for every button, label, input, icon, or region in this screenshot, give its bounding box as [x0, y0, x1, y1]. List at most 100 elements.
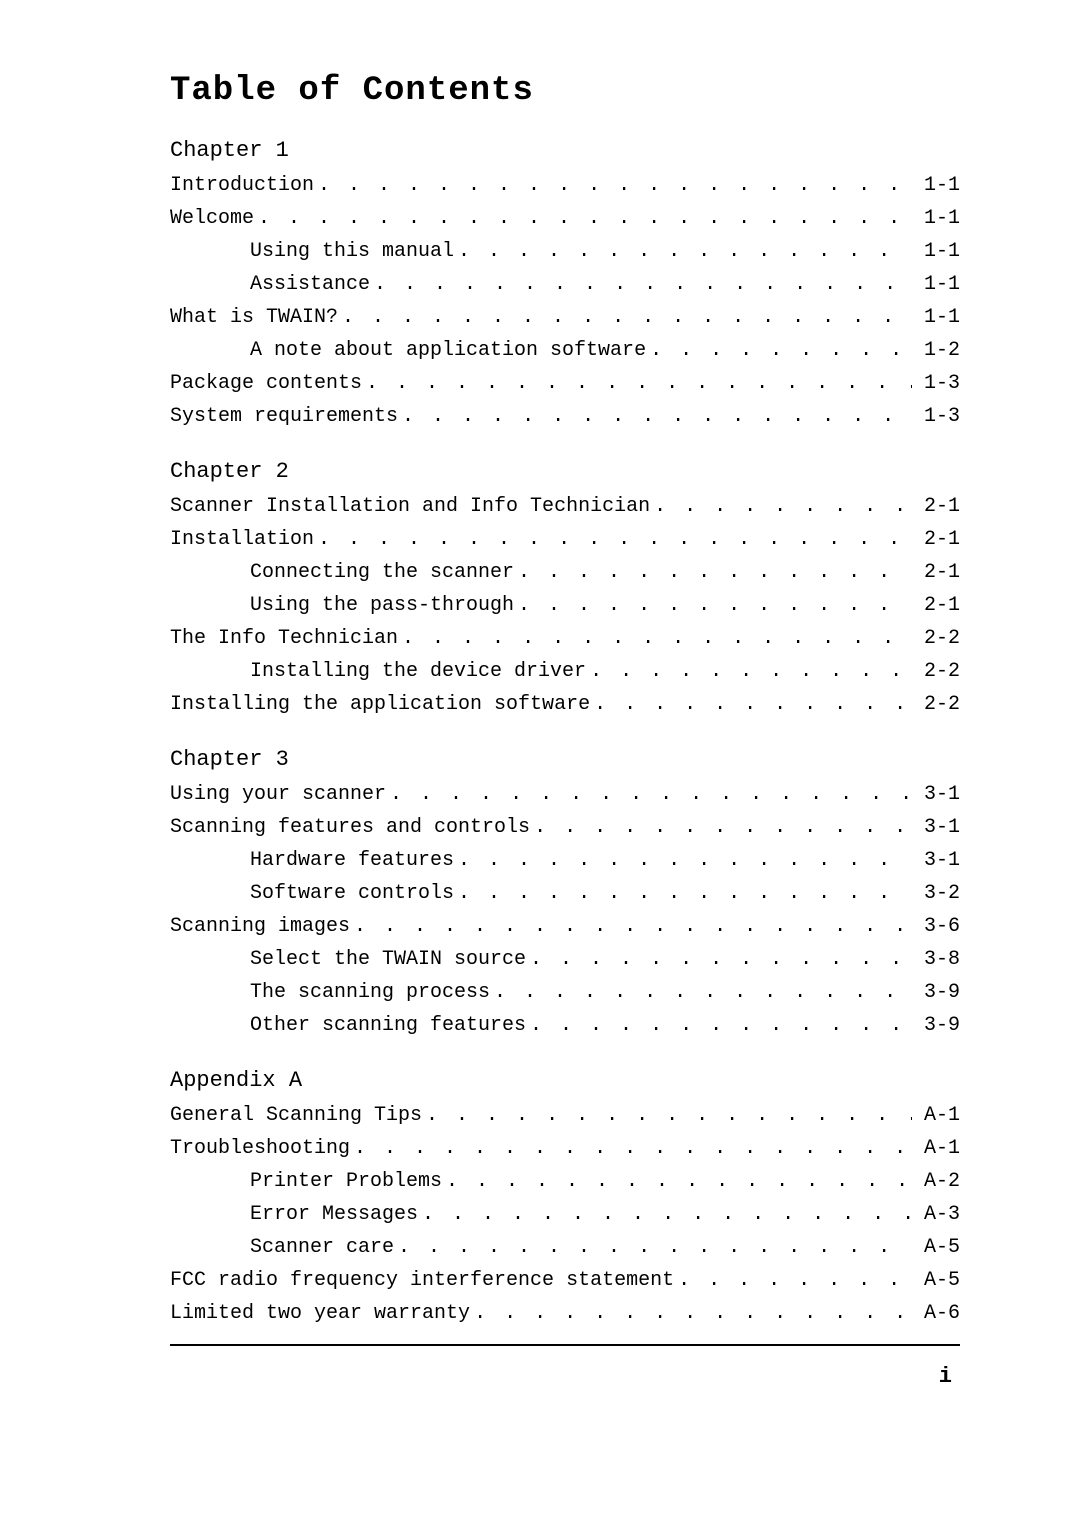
- toc-entry: Introduction 1-1: [170, 169, 960, 202]
- toc-entry-page: 3-1: [912, 844, 960, 877]
- toc-leader-dots: [454, 844, 912, 877]
- toc-entry-page: A-6: [912, 1297, 960, 1330]
- footer-page-number: i: [170, 1364, 960, 1389]
- toc-leader-dots: [470, 1297, 912, 1330]
- toc-entry-label: Software controls: [250, 877, 454, 910]
- toc-entry-label: Other scanning features: [250, 1009, 526, 1042]
- toc-entry: Welcome 1-1: [170, 202, 960, 235]
- toc-entry-page: 1-1: [912, 301, 960, 334]
- toc-entry-page: 2-1: [912, 556, 960, 589]
- toc-entry-label: Installing the application software: [170, 688, 590, 721]
- toc-leader-dots: [514, 589, 912, 622]
- toc-entry-label: What is TWAIN?: [170, 301, 338, 334]
- toc-leader-dots: [514, 556, 912, 589]
- toc-leader-dots: [338, 301, 912, 334]
- toc-leader-dots: [674, 1264, 912, 1297]
- toc-leader-dots: [590, 688, 912, 721]
- toc-entry-page: 2-2: [912, 655, 960, 688]
- toc-leader-dots: [490, 976, 912, 1009]
- toc-entry-page: 1-1: [912, 169, 960, 202]
- toc-entry-label: System requirements: [170, 400, 398, 433]
- toc-entry-page: 3-2: [912, 877, 960, 910]
- toc-entry-label: Troubleshooting: [170, 1132, 350, 1165]
- toc-entry-page: 1-3: [912, 367, 960, 400]
- toc-entry-page: A-5: [912, 1231, 960, 1264]
- toc-entry-page: 3-9: [912, 976, 960, 1009]
- page-title: Table of Contents: [170, 72, 960, 110]
- toc-entry-label: Introduction: [170, 169, 314, 202]
- toc-entry-label: Welcome: [170, 202, 254, 235]
- chapter-heading: Chapter 1: [170, 138, 960, 163]
- toc-leader-dots: [526, 1009, 912, 1042]
- chapter-heading: Chapter 2: [170, 459, 960, 484]
- toc-entry-page: 3-9: [912, 1009, 960, 1042]
- toc-entry-label: Connecting the scanner: [250, 556, 514, 589]
- toc-entry-label: The Info Technician: [170, 622, 398, 655]
- toc-entry-page: A-2: [912, 1165, 960, 1198]
- toc-leader-dots: [394, 1231, 912, 1264]
- toc-entry-label: Package contents: [170, 367, 362, 400]
- toc-entry-page: 2-1: [912, 523, 960, 556]
- toc-entry-label: General Scanning Tips: [170, 1099, 422, 1132]
- toc-entry-page: 3-1: [912, 778, 960, 811]
- toc-leader-dots: [398, 622, 912, 655]
- toc-entry-label: A note about application software: [250, 334, 646, 367]
- toc-entry-label: Printer Problems: [250, 1165, 442, 1198]
- toc-leader-dots: [650, 490, 912, 523]
- toc-entry-label: Select the TWAIN source: [250, 943, 526, 976]
- toc-entry: Assistance 1-1: [170, 268, 960, 301]
- toc-leader-dots: [526, 943, 912, 976]
- toc-entry-page: 3-6: [912, 910, 960, 943]
- toc-leader-dots: [454, 235, 912, 268]
- toc-entry-page: 1-1: [912, 202, 960, 235]
- toc-entry: Printer Problems A-2: [170, 1165, 960, 1198]
- toc-leader-dots: [646, 334, 912, 367]
- toc-entry: Scanner Installation and Info Technician…: [170, 490, 960, 523]
- toc-entry-page: 1-1: [912, 268, 960, 301]
- toc-leader-dots: [386, 778, 912, 811]
- toc-entry-page: A-5: [912, 1264, 960, 1297]
- toc-entry: The Info Technician2-2: [170, 622, 960, 655]
- toc-entry-label: Assistance: [250, 268, 370, 301]
- toc-entry: Using the pass-through2-1: [170, 589, 960, 622]
- toc-entry-page: A-1: [912, 1132, 960, 1165]
- toc-entry: Connecting the scanner 2-1: [170, 556, 960, 589]
- toc-entry: Using this manual1-1: [170, 235, 960, 268]
- toc-entry-label: The scanning process: [250, 976, 490, 1009]
- toc-entry-label: Installing the device driver: [250, 655, 586, 688]
- toc-entry-page: 1-1: [912, 235, 960, 268]
- toc-entry-label: Scanner care: [250, 1231, 394, 1264]
- toc-leader-dots: [454, 877, 912, 910]
- toc-leader-dots: [350, 910, 912, 943]
- toc-entry: Scanning images3-6: [170, 910, 960, 943]
- toc-leader-dots: [442, 1165, 912, 1198]
- toc-entry: Scanner care A-5: [170, 1231, 960, 1264]
- toc-entry: General Scanning Tips A-1: [170, 1099, 960, 1132]
- toc-entry: FCC radio frequency interference stateme…: [170, 1264, 960, 1297]
- toc-entry-page: A-1: [912, 1099, 960, 1132]
- toc-leader-dots: [362, 367, 912, 400]
- toc-entry: Select the TWAIN source3-8: [170, 943, 960, 976]
- toc-leader-dots: [398, 400, 912, 433]
- toc-entry: The scanning process 3-9: [170, 976, 960, 1009]
- chapter-heading: Chapter 3: [170, 747, 960, 772]
- toc-entry: Error Messages A-3: [170, 1198, 960, 1231]
- toc-entry-label: Scanning features and controls: [170, 811, 530, 844]
- toc-entry-page: A-3: [912, 1198, 960, 1231]
- toc-entry-page: 3-1: [912, 811, 960, 844]
- toc-leader-dots: [418, 1198, 912, 1231]
- toc-entry: Installing the application software2-2: [170, 688, 960, 721]
- toc-entry: Software controls 3-2: [170, 877, 960, 910]
- footer-rule: [170, 1344, 960, 1346]
- toc-entry: Other scanning features 3-9: [170, 1009, 960, 1042]
- toc-entry-page: 2-1: [912, 490, 960, 523]
- toc-leader-dots: [350, 1132, 912, 1165]
- toc-entry-label: Error Messages: [250, 1198, 418, 1231]
- toc-entry: Limited two year warrantyA-6: [170, 1297, 960, 1330]
- toc-entry: Installation2-1: [170, 523, 960, 556]
- chapter-heading: Appendix A: [170, 1068, 960, 1093]
- toc-entry-label: Using the pass-through: [250, 589, 514, 622]
- toc-leader-dots: [370, 268, 912, 301]
- table-of-contents: Chapter 1Introduction1-1Welcome1-1Using …: [170, 138, 960, 1330]
- toc-entry: Package contents 1-3: [170, 367, 960, 400]
